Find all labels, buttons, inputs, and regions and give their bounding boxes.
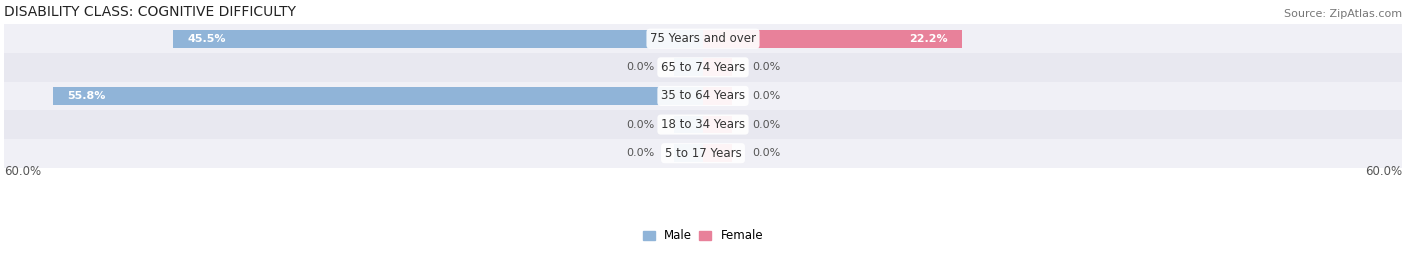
Bar [673, 116, 703, 133]
Bar [173, 30, 703, 48]
Text: 0.0%: 0.0% [752, 119, 780, 130]
FancyBboxPatch shape [4, 53, 1402, 82]
Legend: Male, Female: Male, Female [643, 229, 763, 242]
Bar [703, 58, 733, 76]
Text: 5 to 17 Years: 5 to 17 Years [665, 147, 741, 160]
Text: 65 to 74 Years: 65 to 74 Years [661, 61, 745, 74]
FancyBboxPatch shape [4, 24, 1402, 53]
Text: 55.8%: 55.8% [67, 91, 105, 101]
FancyBboxPatch shape [4, 139, 1402, 168]
Bar [703, 144, 733, 162]
Bar [703, 116, 733, 133]
Text: 0.0%: 0.0% [626, 148, 654, 158]
Text: 75 Years and over: 75 Years and over [650, 32, 756, 45]
Bar [673, 144, 703, 162]
Text: 22.2%: 22.2% [908, 34, 948, 44]
Bar [703, 30, 962, 48]
Text: Source: ZipAtlas.com: Source: ZipAtlas.com [1284, 9, 1402, 19]
Text: 0.0%: 0.0% [752, 148, 780, 158]
Text: 0.0%: 0.0% [752, 91, 780, 101]
Text: 0.0%: 0.0% [752, 62, 780, 72]
Text: 18 to 34 Years: 18 to 34 Years [661, 118, 745, 131]
Text: 45.5%: 45.5% [187, 34, 225, 44]
Text: 0.0%: 0.0% [626, 62, 654, 72]
Bar [673, 58, 703, 76]
Bar [53, 87, 703, 105]
Text: 60.0%: 60.0% [4, 165, 41, 178]
FancyBboxPatch shape [4, 110, 1402, 139]
Bar [703, 87, 733, 105]
FancyBboxPatch shape [4, 82, 1402, 110]
Text: 60.0%: 60.0% [1365, 165, 1402, 178]
Text: 35 to 64 Years: 35 to 64 Years [661, 89, 745, 102]
Text: DISABILITY CLASS: COGNITIVE DIFFICULTY: DISABILITY CLASS: COGNITIVE DIFFICULTY [4, 5, 297, 19]
Text: 0.0%: 0.0% [626, 119, 654, 130]
